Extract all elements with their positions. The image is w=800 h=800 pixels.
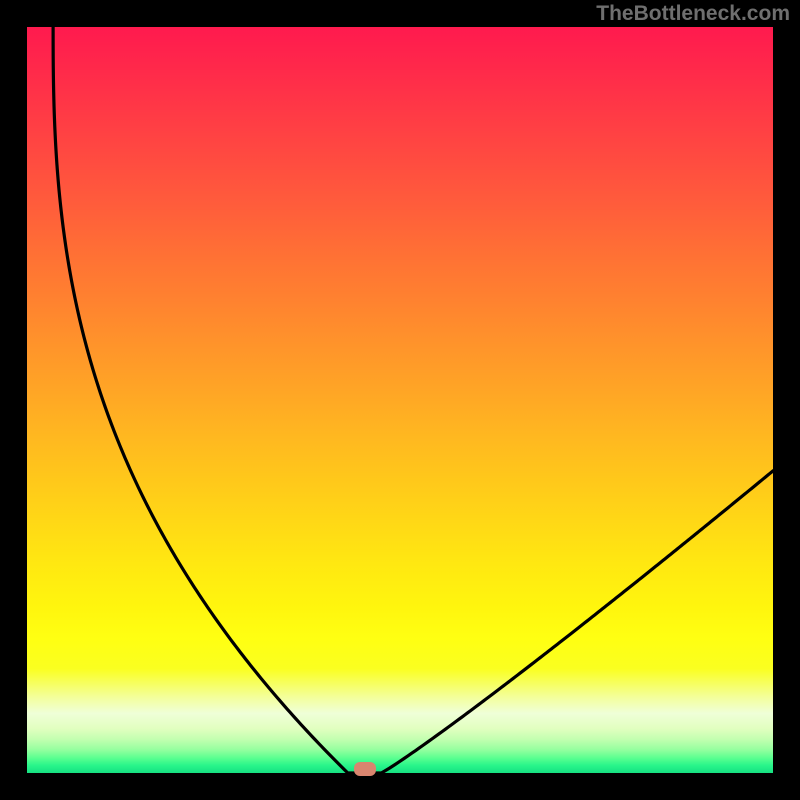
plot-area [27,27,773,773]
watermark-text: TheBottleneck.com [596,2,790,26]
bottleneck-marker [354,762,376,776]
stage: TheBottleneck.com [0,0,800,800]
